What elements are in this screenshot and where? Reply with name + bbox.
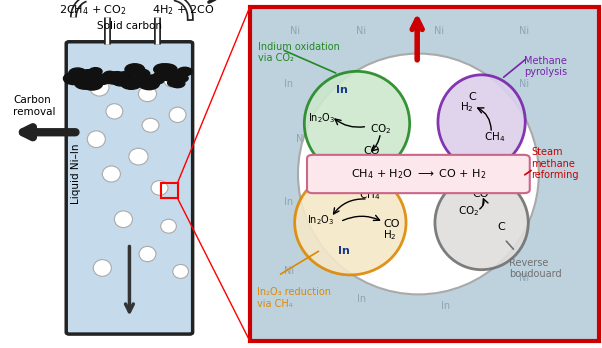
Text: Liquid Ni–In: Liquid Ni–In [72, 144, 81, 204]
Ellipse shape [129, 148, 148, 165]
Text: C: C [497, 222, 504, 232]
Circle shape [121, 71, 134, 79]
Circle shape [178, 67, 192, 76]
FancyBboxPatch shape [307, 155, 530, 193]
Circle shape [157, 64, 177, 76]
Text: 2CH$_4$ + CO$_2$: 2CH$_4$ + CO$_2$ [60, 3, 127, 17]
Text: Methane
pyrolysis: Methane pyrolysis [524, 56, 567, 77]
Text: Indium oxidation
via CO₂: Indium oxidation via CO₂ [258, 42, 340, 63]
Text: Ni: Ni [519, 274, 529, 283]
Text: In: In [429, 79, 438, 88]
Text: H$_2$: H$_2$ [383, 228, 397, 242]
Text: CO: CO [472, 189, 489, 199]
Text: Solid carbon: Solid carbon [97, 21, 162, 31]
Text: Ni: Ni [356, 26, 366, 36]
Circle shape [160, 69, 181, 81]
Circle shape [119, 72, 130, 78]
Circle shape [154, 64, 173, 75]
Text: H$_2$: H$_2$ [461, 100, 474, 114]
Text: 4H$_2$ + 2CO: 4H$_2$ + 2CO [152, 3, 214, 17]
Text: Steam
methane
reforming: Steam methane reforming [531, 147, 579, 180]
Text: Ni: Ni [519, 26, 529, 36]
Text: Ni: Ni [519, 79, 529, 88]
Circle shape [154, 72, 166, 80]
Bar [161, 183, 178, 198]
Text: CO$_2$: CO$_2$ [458, 204, 479, 218]
Circle shape [144, 75, 162, 86]
Ellipse shape [106, 104, 123, 119]
Circle shape [107, 72, 126, 83]
Ellipse shape [139, 246, 156, 262]
Circle shape [134, 69, 150, 78]
Text: CO$_2$: CO$_2$ [370, 122, 391, 136]
Text: In: In [338, 246, 350, 255]
Text: In$_2$O$_3$: In$_2$O$_3$ [308, 111, 336, 125]
Circle shape [99, 73, 113, 82]
Text: In: In [519, 204, 529, 214]
Text: Ni: Ni [441, 256, 450, 266]
Ellipse shape [138, 86, 157, 102]
Text: CH$_4$: CH$_4$ [359, 189, 380, 203]
Ellipse shape [169, 107, 186, 122]
Ellipse shape [161, 219, 176, 233]
Text: Carbon
removal: Carbon removal [13, 95, 56, 117]
Text: In: In [284, 79, 294, 88]
Circle shape [175, 74, 188, 82]
Ellipse shape [298, 54, 539, 294]
Ellipse shape [151, 181, 168, 195]
Circle shape [75, 78, 95, 89]
Ellipse shape [295, 171, 406, 275]
Ellipse shape [102, 166, 120, 182]
Circle shape [75, 78, 87, 86]
Text: In: In [356, 294, 366, 304]
Text: In₂O₃ reduction
via CH₄: In₂O₃ reduction via CH₄ [257, 287, 331, 309]
Circle shape [167, 79, 181, 87]
Circle shape [148, 75, 164, 84]
Text: Reverse
boudouard: Reverse boudouard [509, 258, 561, 279]
Text: In: In [441, 301, 450, 311]
Text: Ni: Ni [290, 26, 300, 36]
Text: CO: CO [364, 147, 380, 156]
Circle shape [138, 78, 160, 90]
Circle shape [137, 78, 154, 87]
Circle shape [89, 68, 102, 75]
Ellipse shape [435, 176, 529, 270]
Ellipse shape [304, 71, 410, 176]
Circle shape [79, 70, 98, 80]
Text: In$_2$O$_3$: In$_2$O$_3$ [306, 213, 334, 227]
Ellipse shape [93, 260, 111, 276]
Text: C: C [468, 93, 476, 102]
Circle shape [106, 76, 121, 84]
Ellipse shape [438, 75, 525, 169]
Text: In: In [284, 197, 294, 207]
Ellipse shape [87, 131, 105, 148]
Ellipse shape [114, 211, 132, 228]
Circle shape [93, 78, 105, 85]
Text: CH$_4$ + H$_2$O $\longrightarrow$ CO + H$_2$: CH$_4$ + H$_2$O $\longrightarrow$ CO + H… [351, 167, 486, 181]
Circle shape [170, 79, 185, 88]
Text: CO: CO [383, 220, 400, 229]
Bar [250, 7, 599, 341]
FancyBboxPatch shape [66, 42, 193, 334]
Circle shape [113, 77, 129, 86]
Ellipse shape [90, 78, 109, 96]
Circle shape [132, 76, 144, 83]
Ellipse shape [173, 264, 188, 278]
Text: In: In [525, 134, 535, 144]
Text: CH$_4$: CH$_4$ [483, 130, 505, 144]
Text: Ni: Ni [435, 26, 444, 36]
Text: Ni: Ni [284, 267, 294, 276]
Ellipse shape [142, 118, 159, 132]
Ellipse shape [164, 73, 179, 87]
Circle shape [95, 75, 111, 84]
Circle shape [63, 72, 85, 85]
Circle shape [69, 68, 86, 78]
Circle shape [120, 77, 142, 89]
Circle shape [104, 71, 116, 78]
Text: Ni: Ni [296, 134, 306, 144]
Text: In: In [336, 86, 348, 95]
Circle shape [81, 78, 102, 90]
Circle shape [125, 64, 144, 75]
Bar [0, 0, 250, 348]
